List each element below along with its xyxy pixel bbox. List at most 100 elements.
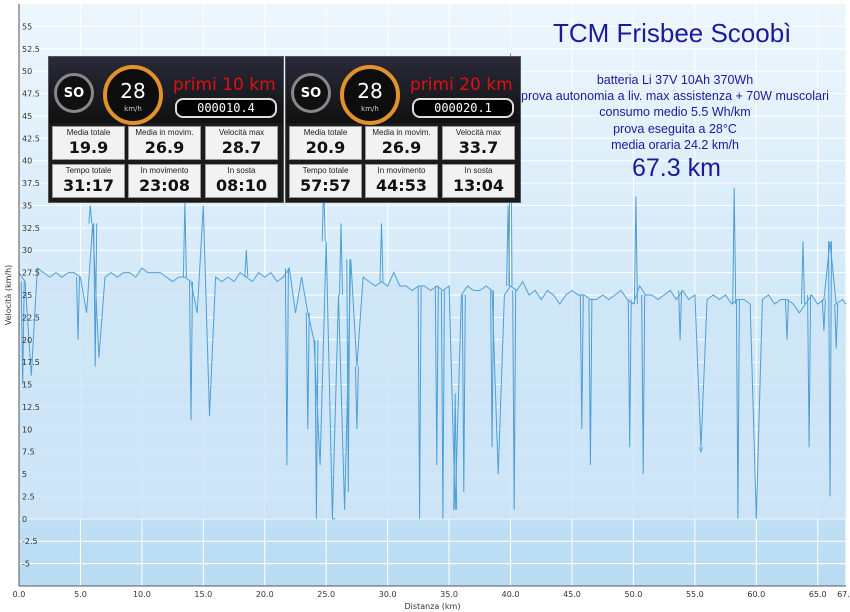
y-tick-label: 20 <box>22 336 32 345</box>
speed-spike <box>453 393 458 510</box>
stat-value: 08:10 <box>216 176 267 195</box>
info-line-average: media oraria 24.2 km/h <box>611 137 739 152</box>
stat-value: 33.7 <box>458 138 499 157</box>
speed-spike <box>284 268 289 466</box>
chart-title: TCM Frisbee Scoobì <box>553 18 792 48</box>
y-tick-label: 32.5 <box>22 224 40 233</box>
speed-spike <box>244 250 249 278</box>
odometer: 000010.4 <box>175 98 277 118</box>
x-tick-label: 30.0 <box>379 590 397 599</box>
speed-unit: km/h <box>124 105 142 113</box>
info-line-battery: batteria Li 37V 10Ah 370Wh <box>596 73 754 87</box>
speed-spike <box>88 205 93 224</box>
y-tick-label: 5 <box>22 470 27 479</box>
y-axis-label: Velocità (km/h) <box>4 265 13 326</box>
y-tick-label: 40 <box>22 157 32 166</box>
y-tick-label: 17.5 <box>22 358 40 367</box>
y-tick-label: 0 <box>22 515 27 524</box>
compass-direction: SO <box>300 86 322 101</box>
stat-value: 19.9 <box>68 138 109 157</box>
x-tick-label: 25.0 <box>317 590 335 599</box>
stat-cell: In movimento 44:53 <box>365 164 438 198</box>
stat-cell: Velocità max 28.7 <box>205 126 278 160</box>
speed-spike <box>785 299 789 340</box>
speed-spike <box>699 447 703 454</box>
y-tick-label: 37.5 <box>22 179 40 188</box>
stat-label: Tempo totale <box>65 166 112 175</box>
x-tick-label: 55.0 <box>686 590 704 599</box>
stat-label: Media totale <box>303 128 348 137</box>
stat-cell: In sosta 08:10 <box>205 164 278 198</box>
speed-spike <box>417 285 422 519</box>
stat-value: 31:17 <box>63 176 114 195</box>
speed-spike <box>828 241 832 497</box>
stat-cell: Media totale 20.9 <box>289 126 362 160</box>
speed-spike <box>346 259 351 493</box>
current-speed: 28 <box>120 79 146 103</box>
stat-cell: Media in movim. 26.9 <box>365 126 438 160</box>
odometer: 000020.1 <box>412 98 514 118</box>
gps-panel-10km: SO 28 km/h primi 10 km 000010.4 Media to… <box>48 56 284 203</box>
y-tick-label: 30 <box>22 246 32 255</box>
y-tick-label: 10 <box>22 425 32 434</box>
speed-spike <box>93 223 98 367</box>
speed-spike <box>189 281 193 421</box>
stat-cell: Tempo totale 31:17 <box>52 164 125 198</box>
y-tick-label: 12.5 <box>22 403 40 412</box>
stat-label: Velocità max <box>455 128 502 137</box>
speed-spike <box>354 366 359 430</box>
y-tick-label: 2.5 <box>22 492 35 501</box>
stat-label: Media in movim. <box>372 128 431 137</box>
compass-direction: SO <box>63 86 85 101</box>
speed-spike <box>508 53 513 287</box>
stat-value: 57:57 <box>300 176 351 195</box>
y-tick-label: 35 <box>22 201 32 210</box>
speed-spikes <box>20 53 839 520</box>
y-tick-label: 25 <box>22 291 32 300</box>
speed-spike <box>76 277 80 340</box>
x-tick-label: 35.0 <box>440 590 458 599</box>
speed-spike <box>379 223 384 282</box>
compass-icon: SO <box>54 73 94 113</box>
x-tick-label: 0.0 <box>13 590 26 599</box>
x-tick-labels: 0.0 5.0 10.0 15.0 20.0 25.0 30.0 35.0 40.0 45.0 50… <box>13 590 850 599</box>
y-tick-label: 22.5 <box>22 313 40 322</box>
x-tick-label: 67.3 <box>837 590 850 599</box>
stat-label: In sosta <box>464 166 493 175</box>
stat-value: 26.9 <box>381 138 422 157</box>
stat-cell: Tempo totale 57:57 <box>289 164 362 198</box>
speed-spike <box>807 294 812 448</box>
speed-spike <box>678 290 683 340</box>
speed-unit: km/h <box>361 105 379 113</box>
stat-value: 28.7 <box>221 138 262 157</box>
speed-spike <box>314 339 319 519</box>
stat-value: 13:04 <box>453 176 504 195</box>
gps-panel-20km: SO 28 km/h primi 20 km 000020.1 Media to… <box>285 56 521 203</box>
stat-label: Velocità max <box>218 128 265 137</box>
stat-label: Media in movim. <box>135 128 194 137</box>
speed-spike <box>821 299 826 331</box>
speed-spike <box>461 294 466 493</box>
y-tick-label: 7.5 <box>22 448 35 457</box>
test-info: batteria Li 37V 10Ah 370Wh prova autonom… <box>520 72 830 153</box>
x-tick-label: 10.0 <box>133 590 151 599</box>
y-tick-label: 45 <box>22 112 32 121</box>
x-tick-label: 15.0 <box>194 590 212 599</box>
stat-label: Tempo totale <box>302 166 349 175</box>
y-tick-label: 42.5 <box>22 134 40 143</box>
info-line-temperature: prova eseguita a 28°C <box>613 121 737 136</box>
x-tick-label: 5.0 <box>74 590 87 599</box>
y-tick-labels: -5 -2.5 0 2.5 5 7.5 10 12.5 15 17.5 20 22.5 25 27.5 30… <box>22 22 40 568</box>
speed-spike <box>20 281 25 385</box>
x-tick-label: 40.0 <box>502 590 520 599</box>
stat-cell: Velocità max 33.7 <box>442 126 515 160</box>
speed-area-fill <box>19 205 846 519</box>
y-tick-label: 50 <box>22 67 32 76</box>
stat-value: 44:53 <box>376 176 427 195</box>
stat-label: In movimento <box>140 166 189 175</box>
x-tick-label: 45.0 <box>563 590 581 599</box>
y-tick-label: 47.5 <box>22 90 40 99</box>
x-axis-label: Distanza (km) <box>405 602 461 611</box>
stat-cell: In movimento 23:08 <box>128 164 201 198</box>
total-distance: 67.3 km <box>632 154 721 182</box>
